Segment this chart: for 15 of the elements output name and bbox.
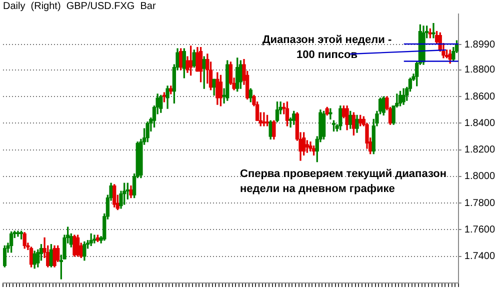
y-tick-label: 1.7400 bbox=[464, 251, 496, 262]
y-tick-label: 1.8200 bbox=[464, 144, 496, 156]
candlestick bbox=[262, 112, 266, 126]
y-tick-label: 1.7600 bbox=[464, 224, 496, 236]
annotation: Диапазон этой недели - 100 пипсов bbox=[261, 33, 393, 63]
y-tick-label: 1.8400 bbox=[464, 118, 496, 129]
y-tick-label: 1.7800 bbox=[464, 198, 496, 209]
candlestick bbox=[432, 22, 436, 38]
candlestick bbox=[328, 108, 332, 120]
y-tick-label: 1.8990 bbox=[464, 39, 496, 50]
y-tick-label: 1.8600 bbox=[464, 91, 496, 102]
chart-title: Daily (Right) GBP/USD.FXG Bar bbox=[3, 1, 156, 12]
y-tick-label: 1.8000 bbox=[464, 171, 496, 182]
y-tick-label: 1.8800 bbox=[464, 64, 496, 76]
annotation: Сперва проверяем текущий диапазон недели на дневном графике bbox=[240, 168, 446, 195]
